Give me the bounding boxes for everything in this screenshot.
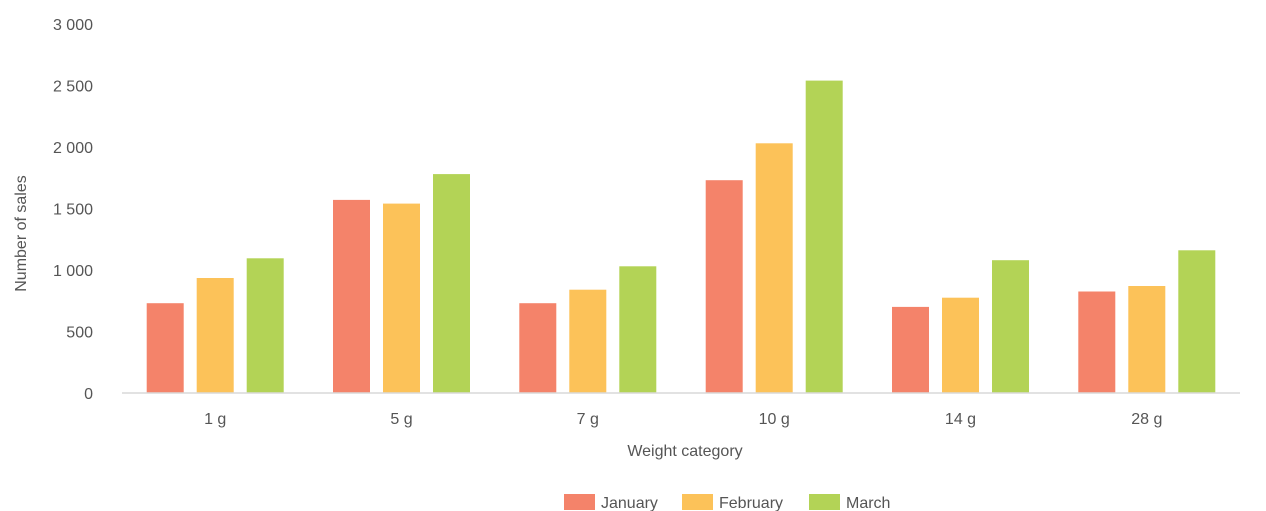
bar-march-10g	[805, 80, 843, 393]
y-tick-label: 1 500	[53, 202, 93, 219]
bar-january-5g	[333, 199, 370, 393]
bar-march-1g	[246, 258, 284, 393]
bar-january-7g	[519, 303, 557, 393]
bar-february-5g	[383, 203, 420, 393]
bar-january-28g	[1078, 291, 1116, 393]
bar-january-14g	[892, 306, 929, 393]
x-tick-label: 5 g	[390, 411, 412, 428]
x-tick-label: 1 g	[204, 411, 226, 428]
legend-swatch-march	[809, 494, 840, 510]
bar-february-14g	[942, 297, 979, 393]
y-tick-label: 3 000	[53, 17, 93, 34]
y-tick-label: 0	[84, 386, 93, 403]
bars	[146, 80, 1216, 393]
legend-label-march: March	[846, 495, 890, 511]
bar-march-7g	[619, 266, 657, 393]
y-axis-title: Number of sales	[13, 175, 30, 292]
y-axis-ticks: 0 500 1 000 1 500 2 000 2 500 3 000	[53, 17, 93, 403]
legend: January February March	[564, 494, 890, 511]
x-axis-ticks: 1 g 5 g 7 g 10 g 14 g 28 g	[204, 411, 1162, 428]
bar-february-1g	[196, 278, 234, 393]
x-tick-label: 14 g	[945, 411, 976, 428]
x-tick-label: 7 g	[577, 411, 599, 428]
y-tick-label: 2 500	[53, 79, 93, 96]
bar-february-10g	[755, 143, 793, 393]
y-tick-label: 500	[66, 325, 93, 342]
y-tick-label: 2 000	[53, 140, 93, 157]
legend-label-february: February	[719, 495, 783, 511]
legend-swatch-january	[564, 494, 595, 510]
x-axis-title: Weight category	[627, 443, 742, 460]
bar-march-5g	[433, 174, 470, 393]
bar-january-10g	[705, 180, 743, 393]
bar-february-7g	[569, 289, 607, 393]
legend-label-january: January	[601, 495, 658, 511]
bar-january-1g	[146, 303, 184, 393]
bar-march-28g	[1178, 250, 1216, 393]
x-tick-label: 28 g	[1131, 411, 1162, 428]
bar-february-28g	[1128, 286, 1166, 393]
y-tick-label: 1 000	[53, 263, 93, 280]
x-tick-label: 10 g	[759, 411, 790, 428]
bar-march-14g	[992, 260, 1029, 393]
legend-swatch-february	[682, 494, 713, 510]
